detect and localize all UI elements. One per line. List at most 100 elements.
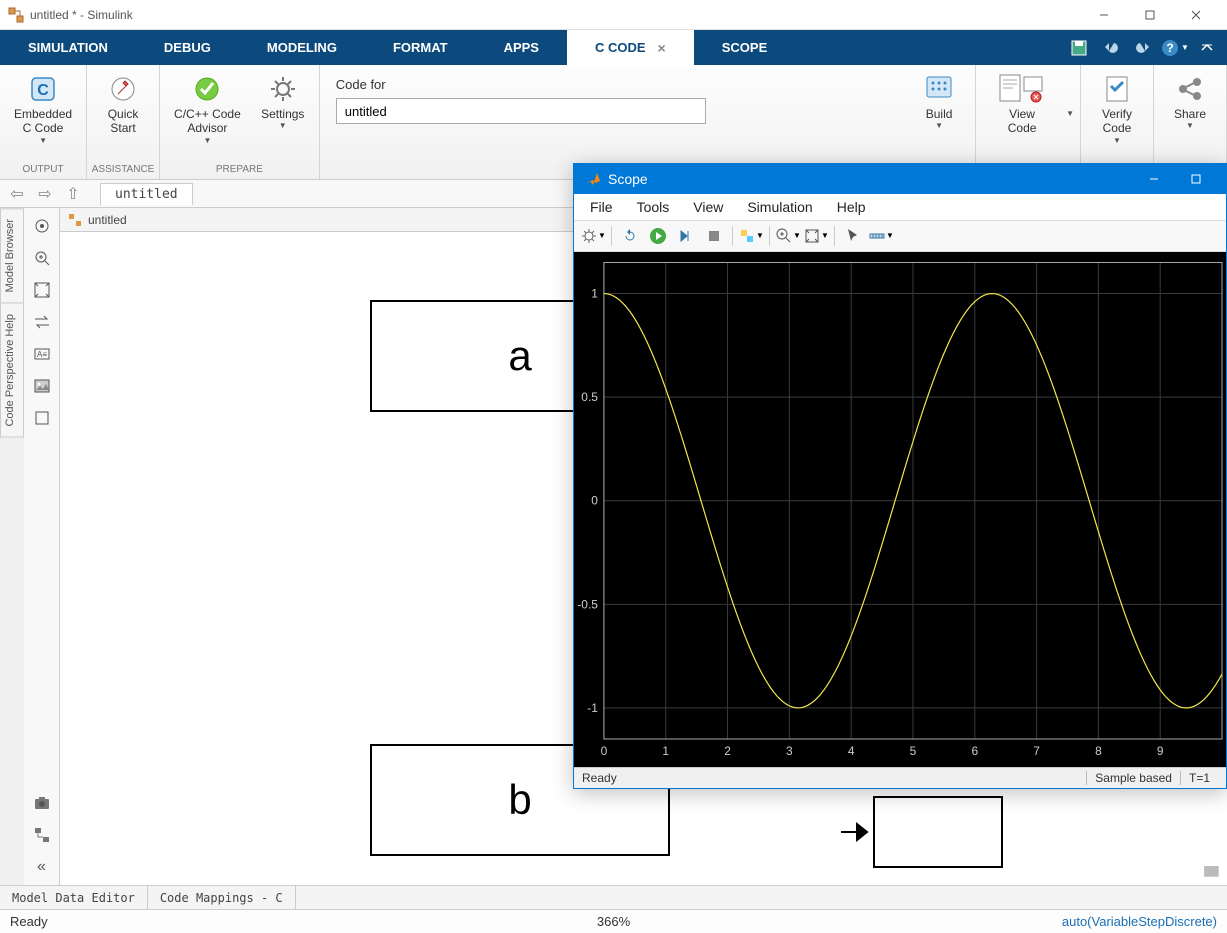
verify-label: Verify Code — [1102, 107, 1132, 136]
nav-back-icon[interactable]: ⇦ — [6, 183, 28, 205]
embedded-ccode-button[interactable]: C Embedded C Code ▼ — [6, 69, 80, 149]
build-label: Build — [926, 107, 953, 121]
svg-text:1: 1 — [662, 744, 669, 758]
viewcode-button[interactable]: View Code — [982, 69, 1062, 140]
share-button[interactable]: Share ▼ — [1160, 69, 1220, 134]
titlebar: untitled * - Simulink — [0, 0, 1227, 30]
palette-collapse-icon[interactable]: « — [30, 855, 54, 879]
canvas-header-label: untitled — [88, 213, 127, 227]
tab-scope[interactable]: SCOPE — [694, 30, 796, 65]
minimize-button[interactable] — [1081, 0, 1127, 30]
palette-fit-icon[interactable] — [30, 278, 54, 302]
tab-debug[interactable]: DEBUG — [136, 30, 239, 65]
palette-zoomfit-icon[interactable] — [30, 246, 54, 270]
help-icon[interactable]: ?▼ — [1161, 34, 1189, 62]
tab-apps[interactable]: APPS — [476, 30, 567, 65]
codefor-label: Code for — [336, 77, 706, 92]
tab-simulation[interactable]: SIMULATION — [0, 30, 136, 65]
tab-code-mappings[interactable]: Code Mappings - C — [148, 886, 296, 909]
scope-minimize-button[interactable] — [1134, 165, 1174, 193]
bottom-tabs: Model Data Editor Code Mappings - C — [0, 885, 1227, 909]
svg-text:0.5: 0.5 — [581, 390, 598, 404]
scope-maximize-button[interactable] — [1176, 165, 1216, 193]
palette-hierarchy-icon[interactable] — [30, 823, 54, 847]
scope-restart-icon[interactable] — [617, 224, 643, 248]
resize-grip-icon[interactable]: ▮▮▮ — [1203, 862, 1217, 879]
code-advisor-button[interactable]: C/C++ Code Advisor ▼ — [166, 69, 249, 149]
svg-text:5: 5 — [910, 744, 917, 758]
verify-button[interactable]: Verify Code ▼ — [1087, 69, 1147, 149]
scope-status-time: T=1 — [1180, 771, 1218, 785]
tab-close-icon[interactable]: × — [658, 40, 666, 56]
palette-arrows-icon[interactable] — [30, 310, 54, 334]
share-label: Share — [1174, 107, 1206, 121]
palette-image-icon[interactable] — [30, 374, 54, 398]
tab-model-data-editor[interactable]: Model Data Editor — [0, 886, 148, 909]
svg-text:A≡: A≡ — [36, 350, 46, 359]
scope-menu-tools[interactable]: Tools — [627, 196, 680, 218]
explorer-tab[interactable]: untitled — [100, 183, 193, 205]
nav-fwd-icon[interactable]: ⇨ — [34, 183, 56, 205]
scope-toolbar: ▼ ▼ ▼ ▼ ▼ — [574, 221, 1226, 251]
viewcode-label: View Code — [1008, 107, 1037, 136]
build-button[interactable]: Build ▼ — [909, 69, 969, 134]
block-sink[interactable] — [873, 796, 1003, 868]
window-title: untitled * - Simulink — [30, 8, 1081, 22]
close-button[interactable] — [1173, 0, 1219, 30]
quickstart-button[interactable]: Quick Start — [93, 69, 153, 140]
nav-up-icon[interactable]: ⇧ — [62, 183, 84, 205]
scope-titlebar[interactable]: Scope — [574, 164, 1226, 194]
scope-measure-icon[interactable]: ▼ — [868, 224, 894, 248]
svg-text:1: 1 — [591, 286, 598, 300]
simulink-icon — [8, 7, 24, 23]
scope-menu-view[interactable]: View — [683, 196, 733, 218]
svg-text:9: 9 — [1157, 744, 1164, 758]
palette-annotation-icon[interactable]: A≡ — [30, 342, 54, 366]
tab-modeling[interactable]: MODELING — [239, 30, 365, 65]
scope-title-text: Scope — [608, 171, 1134, 187]
svg-text:?: ? — [1166, 41, 1173, 55]
svg-text:4: 4 — [848, 744, 855, 758]
tab-ccode[interactable]: C CODE × — [567, 30, 694, 65]
settings-button[interactable]: Settings ▼ — [253, 69, 313, 134]
scope-config-icon[interactable]: ▼ — [580, 224, 606, 248]
scope-zoom-icon[interactable]: ▼ — [775, 224, 801, 248]
scope-window[interactable]: Scope File Tools View Simulation Help ▼ … — [573, 163, 1227, 789]
scope-autoscale-icon[interactable]: ▼ — [803, 224, 829, 248]
scope-statusbar: Ready Sample based T=1 — [574, 767, 1226, 788]
matlab-icon — [584, 171, 600, 187]
tab-format[interactable]: FORMAT — [365, 30, 476, 65]
scope-highlight-icon[interactable]: ▼ — [738, 224, 764, 248]
svg-text:0: 0 — [591, 493, 598, 507]
scope-run-icon[interactable] — [645, 224, 671, 248]
status-left: Ready — [10, 914, 48, 929]
status-solver[interactable]: auto(VariableStepDiscrete) — [1062, 914, 1217, 929]
collapse-ribbon-icon[interactable] — [1193, 34, 1221, 62]
group-prepare-label: PREPARE — [160, 162, 319, 179]
status-zoom: 366% — [597, 914, 630, 929]
scope-menu-file[interactable]: File — [580, 196, 623, 218]
settings-label: Settings — [261, 107, 304, 121]
side-tab-code-help[interactable]: Code Perspective Help — [0, 303, 24, 438]
undo-icon[interactable] — [1097, 34, 1125, 62]
palette-target-icon[interactable] — [30, 214, 54, 238]
scope-menubar: File Tools View Simulation Help — [574, 194, 1226, 221]
scope-stop-icon[interactable] — [701, 224, 727, 248]
scope-cursor-icon[interactable] — [840, 224, 866, 248]
scope-plot[interactable]: 0123456789-1-0.500.51 — [574, 252, 1226, 767]
palette-area-icon[interactable] — [30, 406, 54, 430]
block-sink-port-icon — [839, 820, 869, 844]
scope-step-icon[interactable] — [673, 224, 699, 248]
tab-ccode-label: C CODE — [595, 40, 646, 55]
redo-icon[interactable] — [1129, 34, 1157, 62]
codefor-input[interactable] — [336, 98, 706, 124]
scope-menu-help[interactable]: Help — [827, 196, 876, 218]
save-icon[interactable] — [1065, 34, 1093, 62]
maximize-button[interactable] — [1127, 0, 1173, 30]
statusbar: Ready 366% auto(VariableStepDiscrete) — [0, 909, 1227, 933]
embedded-ccode-label: Embedded C Code — [14, 107, 72, 136]
scope-menu-simulation[interactable]: Simulation — [737, 196, 822, 218]
side-tab-model-browser[interactable]: Model Browser — [0, 208, 24, 303]
palette: A≡ « — [24, 208, 60, 885]
palette-camera-icon[interactable] — [30, 791, 54, 815]
